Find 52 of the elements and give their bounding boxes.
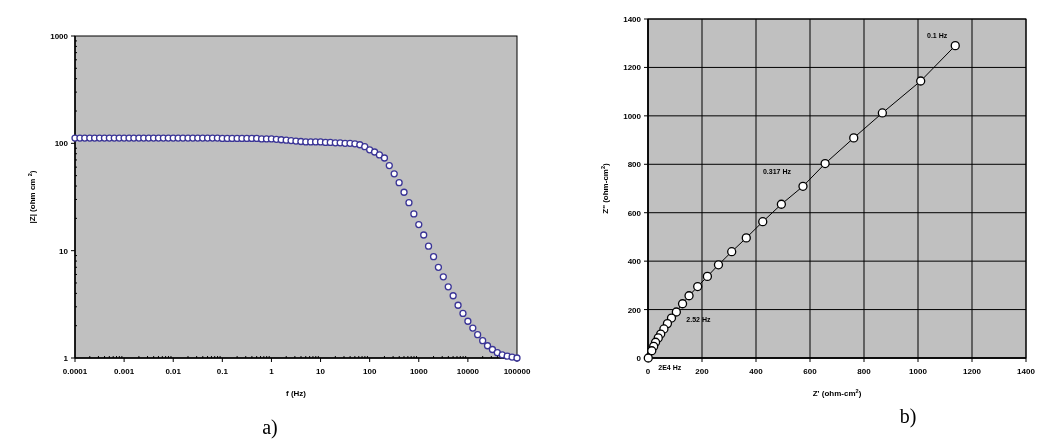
y-tick-label: 200: [627, 305, 642, 315]
point: [713, 260, 724, 270]
x-tick-label: 1: [269, 367, 275, 376]
x-tick-label: 0.0001: [62, 367, 88, 376]
point: [684, 291, 694, 301]
x-tick-label: 0.1: [216, 367, 229, 376]
point: [693, 281, 703, 292]
x-axis-title: Z' (ohm-cm$^{2}$): [812, 388, 862, 398]
text: a): [262, 416, 278, 439]
point: [647, 346, 657, 356]
x-tick-label: 200: [695, 367, 710, 376]
y-tick-label: 0: [636, 354, 642, 363]
y-tick-label: 800: [627, 160, 642, 170]
x-tick-label: 0.001: [114, 367, 135, 376]
y-tick-label: 1400: [623, 15, 642, 24]
x-tick-label: 0.01: [165, 367, 182, 376]
y-tick-label: 1000: [623, 111, 642, 121]
point: [950, 40, 960, 51]
y-tick-label: 100: [54, 139, 69, 149]
point: [671, 307, 681, 317]
x-tick-label: 1000: [909, 367, 928, 376]
x-tick-label: 10000: [456, 367, 480, 376]
y-tick-label: 1: [63, 354, 69, 363]
point: [849, 133, 859, 143]
text: b): [899, 405, 917, 428]
point: [798, 181, 808, 191]
y-tick-label: 400: [627, 257, 642, 267]
point: [776, 199, 787, 209]
point: [916, 76, 926, 86]
point: [677, 299, 688, 309]
x-tick-label: 100: [362, 367, 377, 376]
x-tick-label: 100000: [503, 367, 531, 376]
y-tick-label: 600: [627, 208, 642, 218]
point: [727, 247, 737, 257]
x-tick-label: 1200: [963, 367, 982, 376]
x-tick-label: 0: [645, 367, 651, 376]
y-tick-label: 1200: [623, 63, 642, 73]
x-tick-label: 400: [749, 367, 764, 376]
point: [741, 233, 751, 243]
x-tick-label: 800: [857, 367, 872, 376]
x-tick-label: 10: [316, 367, 326, 376]
point: [758, 217, 768, 227]
y-tick-label: 10: [59, 246, 69, 256]
point: [643, 353, 653, 363]
point: [702, 271, 713, 282]
point: [820, 158, 830, 169]
x-tick-label: 1000: [409, 367, 429, 376]
x-tick-label: 600: [803, 367, 818, 376]
x-tick-label: 1400: [1017, 367, 1036, 376]
y-tick-label: 1000: [50, 32, 69, 41]
x-axis-title: f (Hz): [286, 389, 307, 398]
point: [877, 108, 888, 118]
